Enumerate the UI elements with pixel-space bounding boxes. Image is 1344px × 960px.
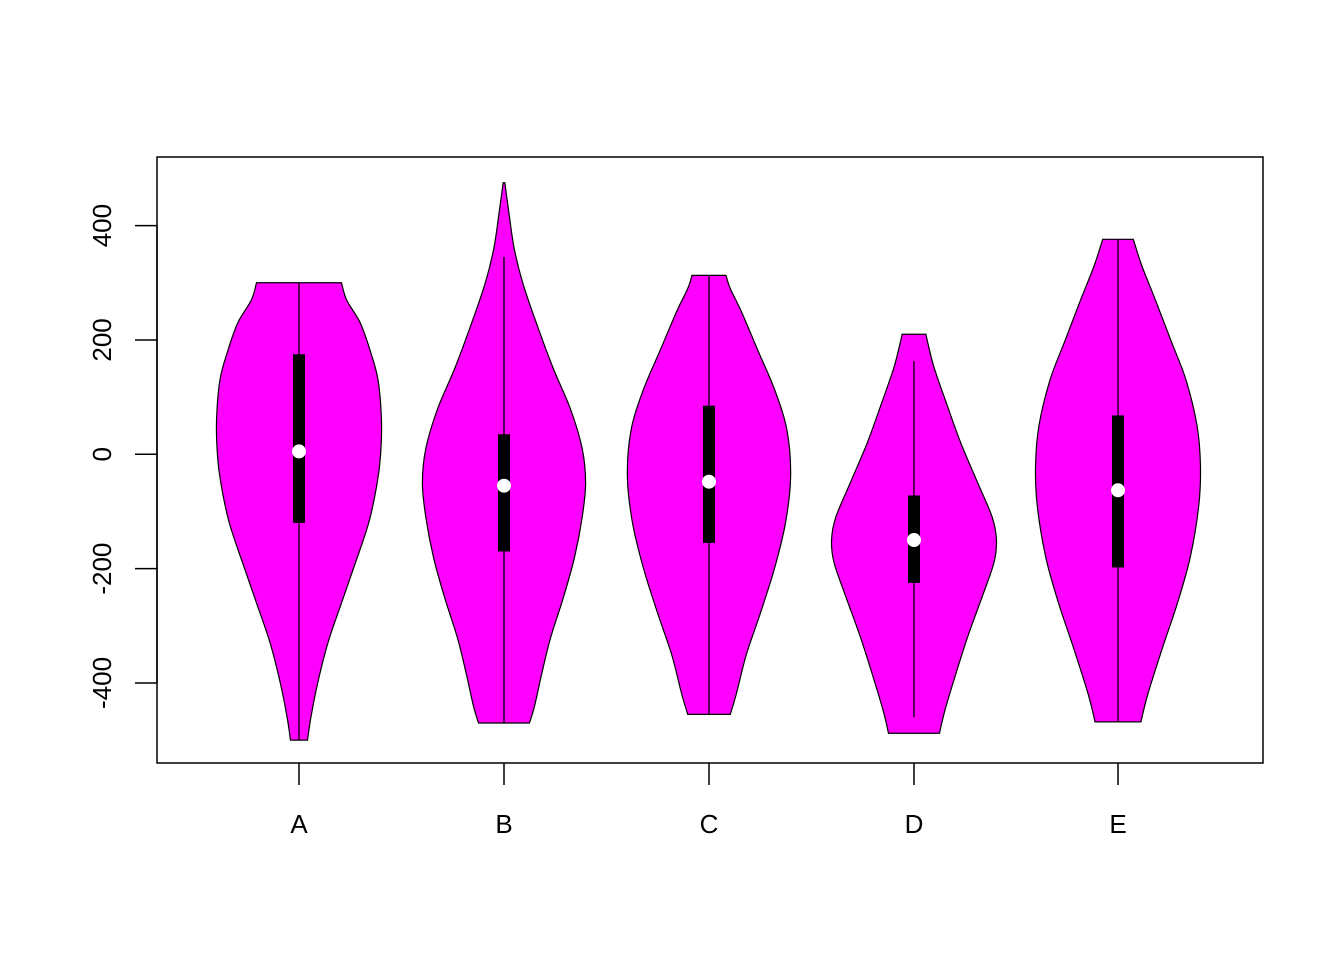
- violin-D: [830, 333, 998, 734]
- median-point-D: [907, 533, 921, 548]
- x-tick-label-D: D: [905, 809, 924, 839]
- x-tick-label-B: B: [495, 809, 512, 839]
- violin-layer: [215, 182, 1202, 741]
- iqr-box-C: [703, 405, 715, 543]
- x-tick-label-A: A: [290, 809, 308, 839]
- median-point-A: [292, 444, 306, 459]
- y-tick-label-400: 400: [87, 204, 117, 247]
- iqr-box-A: [293, 354, 305, 523]
- median-point-C: [702, 474, 716, 489]
- y-tick-label--200: -200: [87, 543, 117, 595]
- y-tick-label-0: 0: [87, 447, 117, 461]
- violin-E: [1034, 238, 1202, 723]
- y-tick-label--400: -400: [87, 657, 117, 709]
- violin-A: [215, 282, 383, 741]
- violin-C: [626, 274, 792, 716]
- x-axis: A B C D E: [290, 763, 1127, 839]
- x-tick-label-C: C: [700, 809, 719, 839]
- x-tick-label-E: E: [1109, 809, 1126, 839]
- iqr-box-B: [498, 434, 510, 552]
- violin-B: [421, 182, 587, 724]
- median-point-B: [497, 478, 511, 493]
- y-tick-label-200: 200: [87, 318, 117, 361]
- y-axis: -400 -200 0 200 400: [87, 204, 158, 709]
- median-point-E: [1111, 483, 1125, 498]
